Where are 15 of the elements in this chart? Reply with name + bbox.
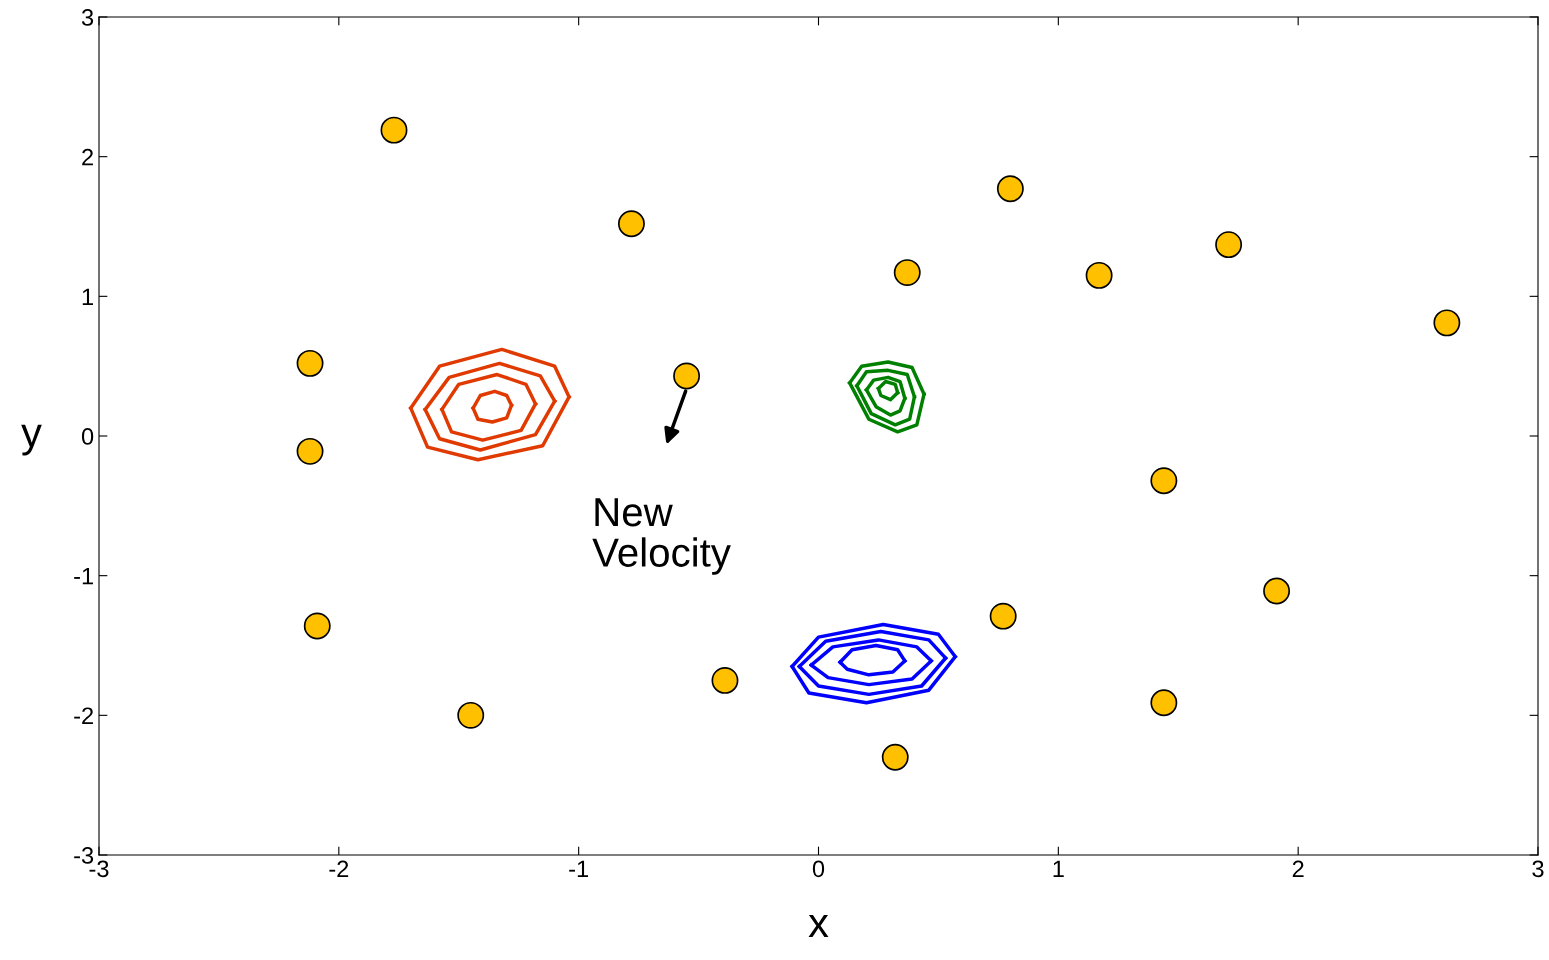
y-tick-label: 1 xyxy=(82,288,93,305)
y-tick-label: 3 xyxy=(81,9,94,26)
x-tick-label: 3 xyxy=(1532,860,1544,878)
x-tick-label: 0 xyxy=(812,860,825,878)
y-tick-label: -2 xyxy=(74,707,93,724)
y-tick-label: 2 xyxy=(82,148,93,166)
annotation: New Velocity xyxy=(592,498,731,575)
x-axis-title: x xyxy=(808,915,829,938)
y-axis-title: y xyxy=(21,424,42,456)
y-tick-label: -1 xyxy=(74,567,93,585)
y-tick-label: 0 xyxy=(81,428,94,445)
x-tick-label: -1 xyxy=(569,860,589,877)
x-tick-label: 2 xyxy=(1292,860,1304,877)
x-tick-label: 1 xyxy=(1053,860,1064,877)
x-tick-label: -2 xyxy=(329,860,349,877)
